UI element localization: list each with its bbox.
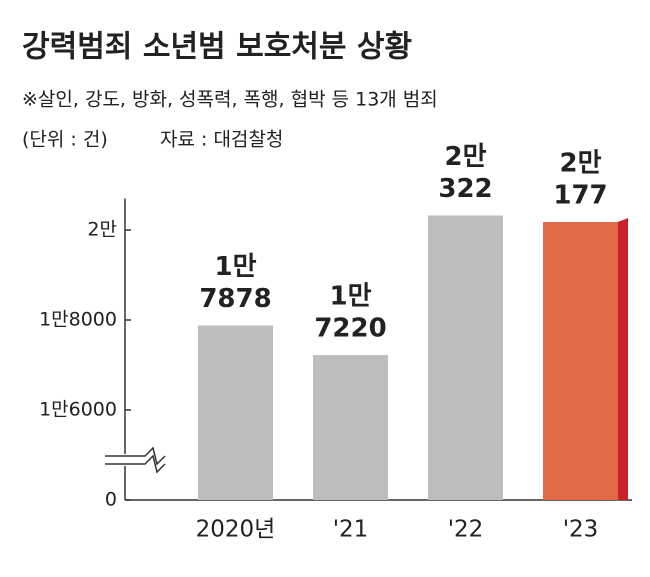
subtitle: ※살인, 강도, 방화, 성폭력, 폭행, 협박 등 13개 범죄 [22, 89, 438, 111]
axis-break [105, 454, 166, 474]
bar [313, 355, 388, 500]
value-label: 7878 [199, 284, 271, 314]
unit-note: (단위 : 건) [22, 129, 108, 151]
axis-break [105, 446, 166, 466]
bar [543, 222, 618, 500]
bar-side [618, 218, 628, 500]
y-tick-label: 0 [105, 489, 117, 511]
value-label: 322 [438, 174, 492, 204]
value-label: 1만 [214, 252, 256, 282]
bar [428, 215, 503, 500]
source: 자료 : 대검찰청 [160, 129, 283, 151]
x-tick-label: 2020년 [196, 517, 276, 543]
value-label: 7220 [314, 314, 386, 344]
y-tick-label: 1만8000 [39, 309, 117, 331]
value-label: 177 [553, 181, 607, 211]
y-tick-label: 2만 [87, 219, 117, 241]
y-tick-label: 1만6000 [39, 399, 117, 421]
bar [198, 325, 273, 500]
value-label: 2만 [444, 142, 486, 172]
value-label: 2만 [559, 149, 601, 179]
value-label: 1만 [329, 282, 371, 312]
x-tick-label: '23 [563, 517, 599, 543]
chart-title: 강력범죄 소년범 보호처분 상황 [22, 30, 412, 65]
x-tick-label: '21 [333, 517, 369, 543]
x-tick-label: '22 [448, 517, 484, 543]
